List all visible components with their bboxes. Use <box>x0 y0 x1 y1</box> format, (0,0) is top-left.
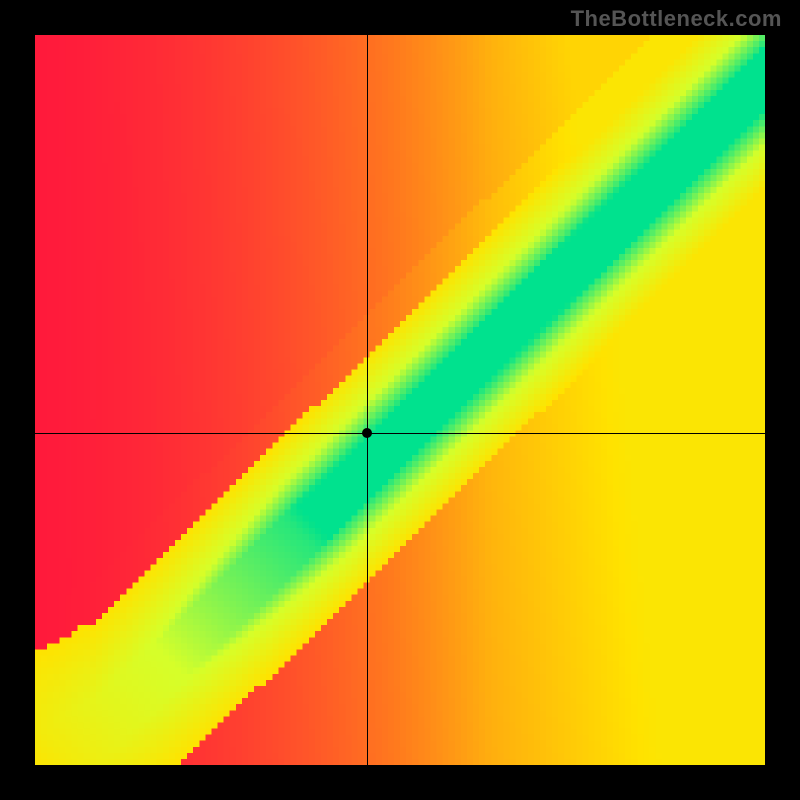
chart-container: TheBottleneck.com <box>0 0 800 800</box>
watermark-text: TheBottleneck.com <box>571 6 782 32</box>
heatmap-canvas <box>35 35 765 765</box>
heatmap-plot <box>35 35 765 765</box>
